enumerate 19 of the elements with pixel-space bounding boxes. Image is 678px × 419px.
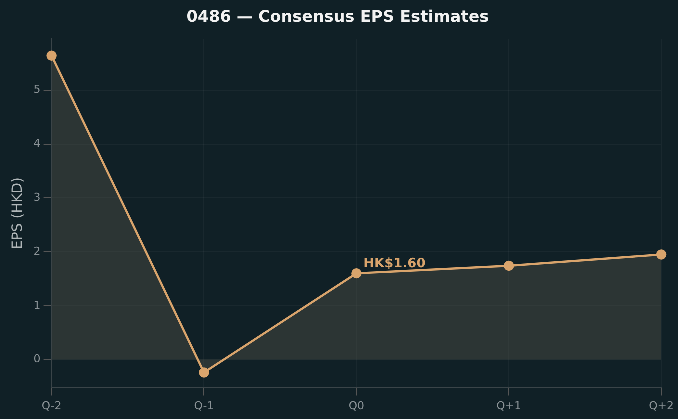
point <box>199 368 210 378</box>
x-tick-label: Q-2 <box>42 399 62 412</box>
y-tick-label: 1 <box>34 298 41 312</box>
point <box>504 260 514 272</box>
y-tick-label: 3 <box>34 191 41 204</box>
x-tick-label: Q+1 <box>496 399 522 412</box>
y-axis-title: EPS (HKD) <box>10 177 26 250</box>
x-tick-label: Q-1 <box>194 399 214 412</box>
y-tick-label: 0 <box>34 352 41 366</box>
y-tick-label: 5 <box>34 83 41 96</box>
y-tick-label: 2 <box>34 244 41 258</box>
point <box>352 268 362 279</box>
annotation: HK$1.60 <box>364 256 426 272</box>
x-tick-label: Q0 <box>348 399 365 412</box>
point <box>46 50 57 62</box>
chart-title: 0486 — Consensus EPS Estimates <box>186 6 490 26</box>
point <box>656 250 667 260</box>
x-tick-label: Q+2 <box>649 399 674 412</box>
y-tick-label: 4 <box>34 137 41 150</box>
